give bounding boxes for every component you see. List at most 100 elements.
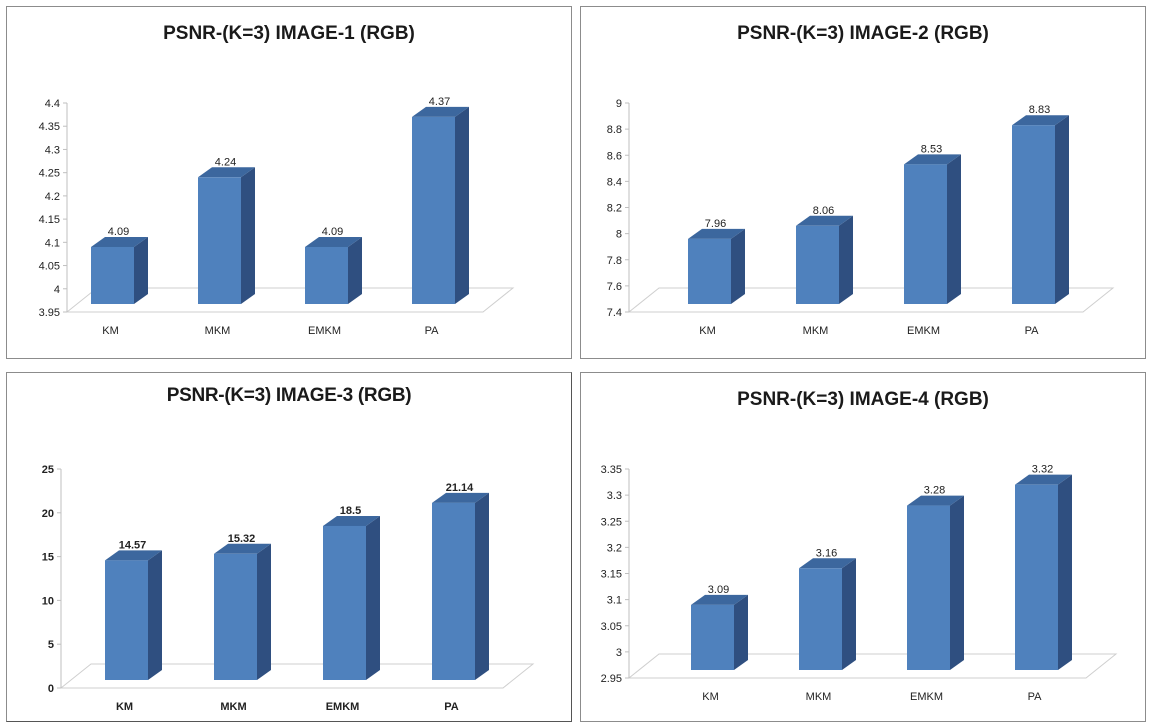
y-tick-label: 4.15 [39, 214, 60, 226]
bar-mkm [796, 215, 853, 304]
data-label: 18.5 [340, 505, 361, 517]
bar-side [257, 543, 271, 680]
bar-emkm [305, 236, 362, 304]
x-category-label: KM [116, 701, 133, 713]
bar-side [148, 550, 162, 680]
data-label: 14.57 [119, 539, 147, 551]
bar-front [799, 568, 842, 670]
data-label: 7.96 [705, 218, 726, 230]
bar-pa [1012, 115, 1069, 304]
bar-top [904, 154, 961, 165]
data-label: 15.32 [228, 533, 256, 545]
x-category-label: MKM [803, 325, 829, 337]
data-label: 21.14 [446, 482, 474, 494]
data-label: 3.16 [816, 547, 837, 559]
chart-plot-image-2: 7.4 7.6 7.8 8 8.2 8.4 8.6 8.8 9 7.96 KM 8.06 MKM 8.53… [607, 98, 1115, 337]
x-category-label: EMKM [910, 691, 943, 703]
x-category-label: EMKM [326, 701, 360, 713]
data-label: 3.09 [708, 584, 729, 596]
chart-floor [627, 287, 1115, 313]
bar-km [691, 594, 748, 670]
x-category-label: MKM [806, 691, 832, 703]
x-category-label: PA [1025, 325, 1040, 337]
data-label: 4.24 [215, 156, 236, 168]
bar-emkm [907, 495, 964, 670]
bar-front [1012, 125, 1055, 304]
x-category-label: KM [699, 325, 716, 337]
chart-title: PSNR-(K=3) IMAGE-4 (RGB) [737, 389, 989, 410]
bar-front [105, 560, 148, 680]
x-category-label: MKM [205, 325, 231, 337]
bar-front [198, 177, 241, 304]
y-tick-label: 3.95 [39, 307, 60, 319]
chart-plot-image-1: 3.95 4 4.05 4.1 4.15 4.2 4.25 4.3 4.35 4.4 4.09 KM 4… [39, 96, 515, 337]
bar-top [688, 228, 745, 239]
y-tick-label: 10 [42, 595, 54, 607]
bar-side [950, 495, 964, 670]
bar-side [947, 154, 961, 304]
y-tick-label: 2.95 [601, 673, 622, 685]
y-tick-label: 3.05 [601, 621, 622, 633]
bar-km [105, 550, 162, 680]
chart-panel-image-3: PSNR-(K=3) IMAGE-3 (RGB) 0 5 10 15 20 25 14.57… [6, 372, 572, 722]
x-category-label: MKM [220, 701, 246, 713]
bar-top [432, 492, 489, 503]
bar-side [842, 558, 856, 670]
bar-km [688, 228, 745, 304]
bar-side [366, 515, 380, 680]
data-label: 8.06 [813, 205, 834, 217]
bar-front [305, 246, 348, 304]
bar-pa [432, 492, 489, 680]
x-category-label: PA [444, 701, 459, 713]
data-label: 3.28 [924, 485, 945, 497]
data-label: 3.32 [1032, 464, 1053, 476]
bar-emkm [904, 154, 961, 304]
bar-mkm [214, 543, 271, 680]
bar-mkm [198, 167, 255, 304]
y-tick-label: 3.35 [601, 464, 622, 476]
y-tick-label: 4.1 [45, 237, 60, 249]
bar-side [1058, 474, 1072, 670]
chart-panel-image-2: PSNR-(K=3) IMAGE-2 (RGB) 7.4 7.6 7.8 8 8.2 8.… [580, 6, 1146, 359]
bar-side [241, 167, 255, 304]
bar-front [432, 502, 475, 680]
bar-front [1015, 484, 1058, 670]
bar-top [91, 236, 148, 247]
bar-side [1055, 115, 1069, 304]
bar-km [91, 236, 148, 304]
y-tick-label: 4.4 [45, 98, 60, 110]
bar-front [904, 164, 947, 304]
bar-front [796, 225, 839, 304]
bar-top [412, 106, 469, 117]
data-label: 8.53 [921, 143, 942, 155]
bar-side [475, 492, 489, 680]
bar-front [214, 553, 257, 680]
chart-title: PSNR-(K=3) IMAGE-3 (RGB) [166, 385, 412, 406]
y-tick-label: 4.35 [39, 121, 60, 133]
bar-side [731, 228, 745, 304]
bar-side [348, 236, 362, 304]
bar-pa [412, 106, 469, 304]
bar-mkm [799, 558, 856, 670]
y-tick-label: 4.25 [39, 168, 60, 180]
data-label: 8.83 [1029, 104, 1050, 116]
y-tick-label: 7.8 [607, 255, 622, 267]
bar-top [214, 543, 271, 554]
y-tick-label: 4.3 [45, 144, 60, 156]
bar-top [1015, 474, 1072, 485]
bar-side [134, 236, 148, 304]
x-category-label: KM [102, 325, 119, 337]
bar-top [691, 594, 748, 605]
y-tick-label: 8.2 [607, 203, 622, 215]
bar-top [907, 495, 964, 506]
x-category-label: PA [1028, 691, 1043, 703]
bar-front [91, 246, 134, 304]
chart-panel-image-1: PSNR-(K=3) IMAGE-1 (RGB) 3.95 4 4.05 4.1 4.1… [6, 6, 572, 359]
bar-pa [1015, 474, 1072, 670]
data-label: 4.37 [429, 96, 450, 108]
y-tick-label: 4 [54, 284, 60, 296]
y-tick-label: 3.25 [601, 516, 622, 528]
bar-top [1012, 115, 1069, 126]
y-tick-label: 3.2 [607, 542, 622, 554]
y-tick-label: 4.2 [45, 191, 60, 203]
